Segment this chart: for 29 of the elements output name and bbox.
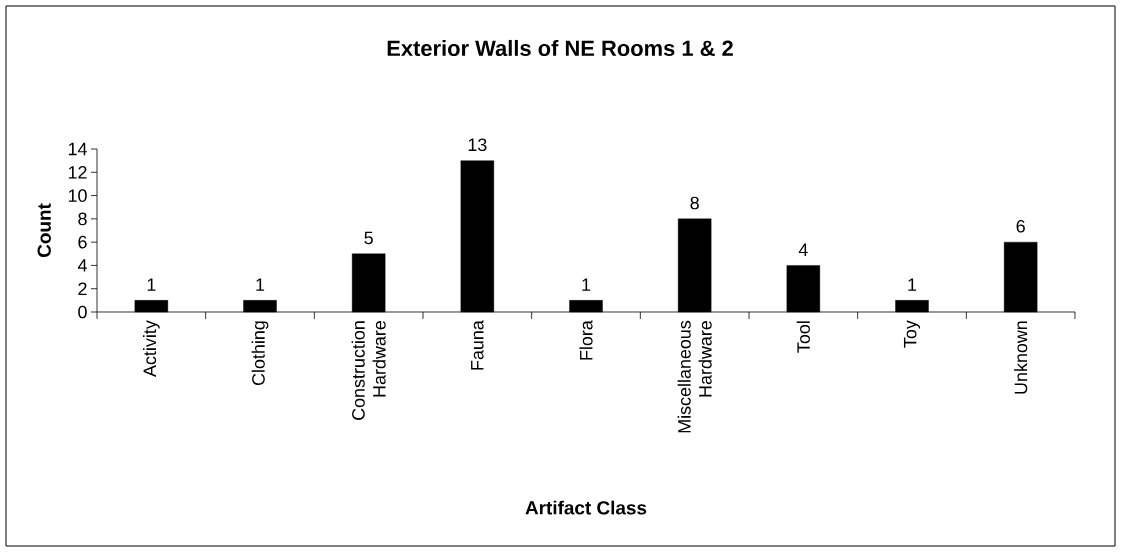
y-tick-label: 6 xyxy=(78,235,87,249)
x-axis-title: Artifact Class xyxy=(525,500,647,515)
data-label: 6 xyxy=(1016,219,1025,233)
x-tick-label: Flora xyxy=(579,320,593,360)
y-tick-label: 4 xyxy=(77,259,87,272)
y-tick-label: 12 xyxy=(68,166,87,179)
x-tick-label: Unknown xyxy=(1014,321,1028,394)
y-tick-label: 14 xyxy=(68,142,87,156)
y-tick-label: 8 xyxy=(78,212,87,226)
data-label: 8 xyxy=(690,196,699,210)
x-tick-label: Fauna xyxy=(471,320,484,370)
x-tick-label: Clothing xyxy=(251,321,269,386)
chart-title: Exterior Walls of NE Rooms 1 & 2 xyxy=(387,39,733,57)
y-tick-label: 2 xyxy=(78,282,87,295)
x-tick-label: Activity xyxy=(142,320,160,377)
data-label: 1 xyxy=(256,278,265,291)
data-label: 1 xyxy=(908,278,917,291)
data-label: 1 xyxy=(582,278,591,291)
y-axis-title: Count xyxy=(37,203,51,258)
data-label: 5 xyxy=(364,231,373,245)
x-tick-label: Toy xyxy=(903,320,921,348)
data-label: 4 xyxy=(798,243,808,256)
data-label: 1 xyxy=(147,278,156,291)
x-tick-label: Construction Hardware xyxy=(351,321,386,420)
y-tick-label: 0 xyxy=(78,305,87,319)
x-tick-label: Tool xyxy=(796,321,810,353)
y-tick-label: 10 xyxy=(68,189,87,202)
x-tick-label: Miscellaneous Hardware xyxy=(677,320,712,433)
data-label: 13 xyxy=(468,138,487,152)
